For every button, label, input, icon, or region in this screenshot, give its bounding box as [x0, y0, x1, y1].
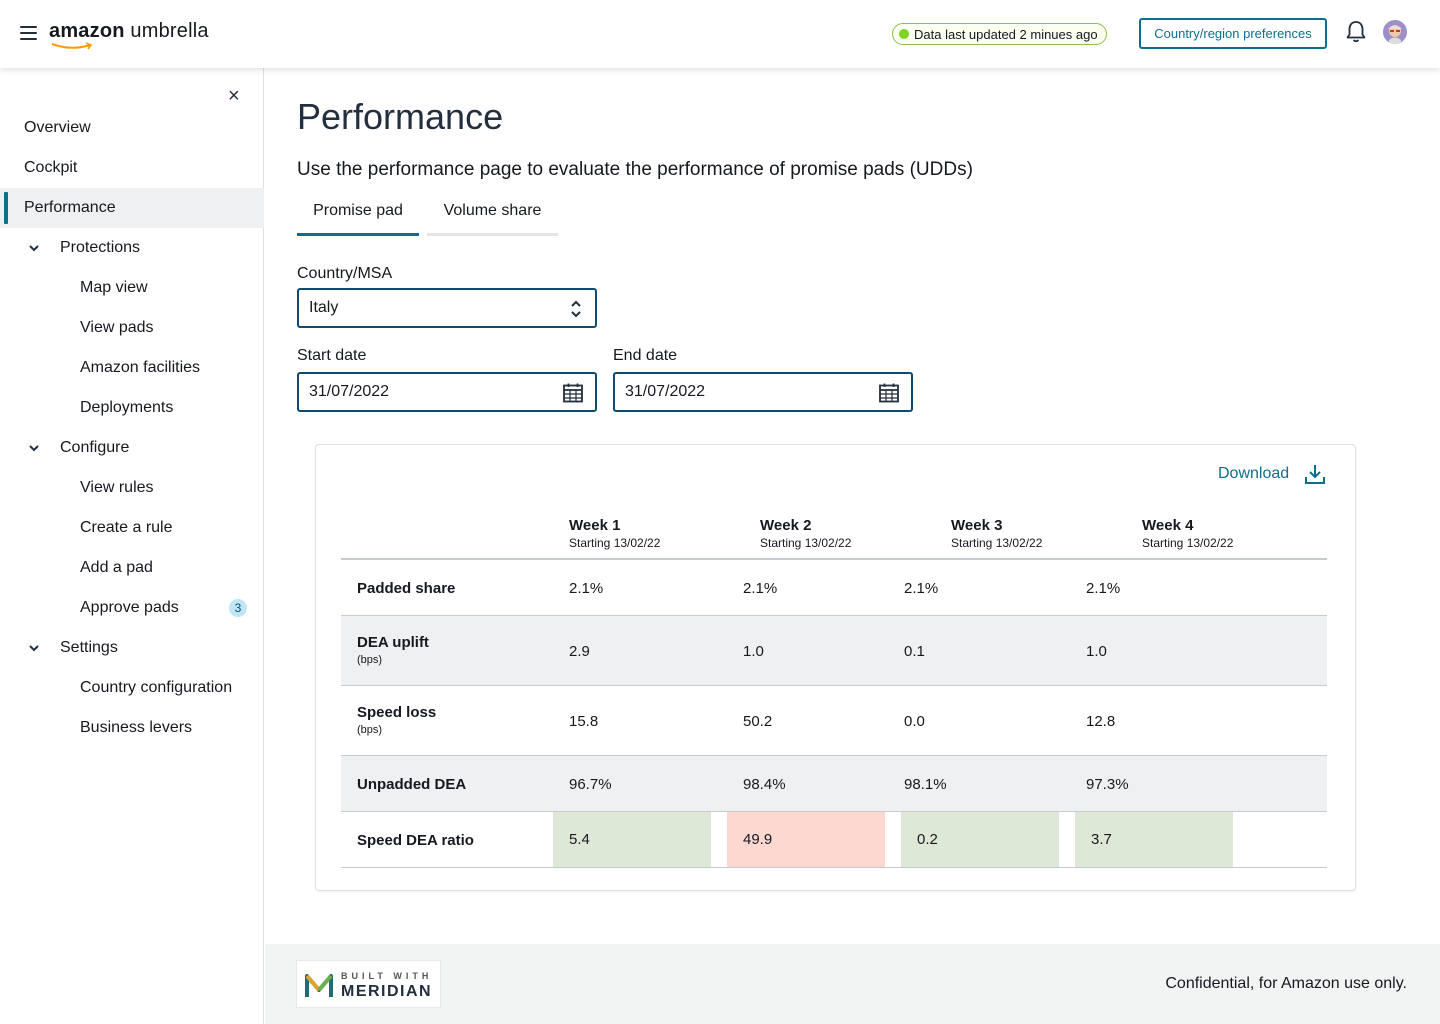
end-date-label: End date — [613, 347, 678, 364]
download-icon — [1305, 465, 1326, 484]
sidebar-item-overview[interactable]: Overview — [24, 119, 91, 136]
status-dot-icon — [899, 29, 909, 39]
sidebar-item-create-rule[interactable]: Create a rule — [80, 519, 173, 536]
sidebar-item-configure[interactable]: Configure — [0, 428, 264, 468]
sidebar-item-business-levers[interactable]: Business levers — [80, 719, 193, 736]
column-header-week-2: Week 2 Starting 13/02/22 — [760, 517, 852, 550]
sidebar-item-protections[interactable]: Protections — [0, 228, 264, 268]
app-logo[interactable]: amazon umbrella — [49, 20, 209, 42]
built-with-meridian-logo[interactable]: BUILT WITH MERIDIAN — [296, 960, 441, 1008]
column-header-week-1: Week 1 Starting 13/02/22 — [569, 517, 661, 550]
table-cell: 2.1% — [904, 580, 939, 597]
sidebar-item-amazon-facilities[interactable]: Amazon facilities — [80, 359, 201, 376]
country-msa-label: Country/MSA — [297, 265, 393, 282]
table-row-padded-share: Padded share 2.1% 2.1% 2.1% 2.1% — [341, 560, 1327, 616]
column-header-week-3: Week 3 Starting 13/02/22 — [951, 517, 1043, 550]
start-date-input[interactable]: 31/07/2022 — [297, 372, 597, 412]
sidebar-item-view-rules[interactable]: View rules — [80, 479, 154, 496]
table-cell: 97.3% — [1086, 776, 1129, 793]
table-cell: 0.1 — [904, 643, 925, 660]
table-row-speed-loss: Speed loss (bps) 15.8 50.2 0.0 12.8 — [341, 686, 1327, 756]
data-status-badge: Data last updated 2 minues ago — [892, 23, 1107, 45]
confidential-notice: Confidential, for Amazon use only. — [1165, 975, 1407, 992]
ratio-cell: 5.4 — [553, 812, 711, 867]
table-row-unpadded-dea: Unpadded DEA 96.7% 98.4% 98.1% 97.3% — [341, 756, 1327, 812]
calendar-icon[interactable] — [563, 383, 583, 403]
chevron-down-icon[interactable] — [28, 442, 40, 454]
close-sidebar-icon[interactable]: × — [228, 85, 240, 107]
sidebar-item-country-configuration[interactable]: Country configuration — [80, 679, 233, 696]
sidebar-item-deployments[interactable]: Deployments — [80, 399, 174, 416]
sidebar-item-add-pad[interactable]: Add a pad — [80, 559, 153, 576]
table-cell: 98.4% — [743, 776, 786, 793]
tab-indicator — [427, 233, 558, 236]
start-date-label: Start date — [297, 347, 367, 364]
row-label: DEA uplift (bps) — [357, 634, 429, 666]
header-divider — [341, 558, 1327, 560]
sidebar-item-cockpit[interactable]: Cockpit — [24, 159, 78, 176]
row-label: Speed loss (bps) — [357, 704, 437, 736]
chevron-down-icon[interactable] — [28, 642, 40, 654]
ratio-cell: 3.7 — [1075, 812, 1233, 867]
end-date-input[interactable]: 31/07/2022 — [613, 372, 913, 412]
notification-bell-icon[interactable] — [1345, 20, 1367, 44]
footer: BUILT WITH MERIDIAN Confidential, for Am… — [265, 944, 1440, 1024]
row-label: Padded share — [357, 580, 456, 597]
ratio-cell: 49.9 — [727, 812, 885, 867]
country-region-preferences-button[interactable]: Country/region preferences — [1139, 18, 1327, 49]
sidebar-item-view-pads[interactable]: View pads — [80, 319, 154, 336]
sort-arrows-icon — [571, 300, 581, 318]
table-cell: 0.0 — [904, 713, 925, 730]
table-cell: 1.0 — [743, 643, 764, 660]
ratio-cell: 0.2 — [901, 812, 1059, 867]
page-description: Use the performance page to evaluate the… — [297, 159, 973, 180]
row-label: Speed DEA ratio — [357, 832, 474, 849]
table-cell: 15.8 — [569, 713, 599, 730]
table-cell: 50.2 — [743, 713, 773, 730]
sidebar: × Overview Cockpit Performance Protectio… — [0, 68, 264, 1024]
sidebar-item-approve-pads[interactable]: Approve pads 3 — [0, 588, 264, 628]
table-cell: 2.1% — [569, 580, 604, 597]
tab-promise-pad[interactable]: Promise pad — [297, 198, 419, 236]
row-label: Unpadded DEA — [357, 776, 467, 793]
column-header-week-4: Week 4 Starting 13/02/22 — [1142, 517, 1234, 550]
table-row-dea-uplift: DEA uplift (bps) 2.9 1.0 0.1 1.0 — [341, 616, 1327, 686]
table-cell: 96.7% — [569, 776, 612, 793]
menu-icon[interactable] — [20, 26, 37, 40]
active-tab-indicator — [297, 233, 419, 236]
table-cell: 2.1% — [1086, 580, 1121, 597]
table-cell: 2.9 — [569, 643, 590, 660]
calendar-icon[interactable] — [879, 383, 899, 403]
logo-smile-icon — [51, 42, 93, 50]
pending-count-badge: 3 — [229, 599, 247, 617]
sidebar-item-performance[interactable]: Performance — [0, 188, 264, 228]
country-msa-select[interactable]: Italy — [297, 288, 597, 328]
sidebar-item-settings[interactable]: Settings — [0, 628, 264, 668]
download-button[interactable]: Download — [1218, 463, 1326, 485]
table-cell: 2.1% — [743, 580, 778, 597]
chevron-down-icon[interactable] — [28, 242, 40, 254]
table-row-speed-dea-ratio: Speed DEA ratio 5.4 49.9 0.2 3.7 — [341, 812, 1327, 868]
top-bar: amazon umbrella Data last updated 2 minu… — [0, 0, 1440, 68]
table-cell: 1.0 — [1086, 643, 1107, 660]
sidebar-item-map-view[interactable]: Map view — [80, 279, 148, 296]
user-avatar[interactable] — [1383, 20, 1407, 44]
table-cell: 12.8 — [1086, 713, 1116, 730]
page-title: Performance — [297, 96, 504, 137]
tab-volume-share[interactable]: Volume share — [427, 198, 558, 236]
table-cell: 98.1% — [904, 776, 947, 793]
meridian-logo-icon — [305, 974, 333, 997]
